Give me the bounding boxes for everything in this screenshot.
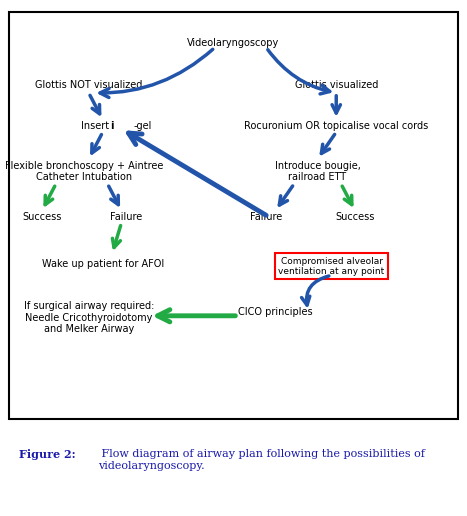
Text: Wake up patient for AFOI: Wake up patient for AFOI (42, 259, 164, 269)
Text: Success: Success (335, 212, 375, 222)
Text: Glottis visualized: Glottis visualized (295, 79, 378, 90)
Text: Introduce bougie,
railroad ETT: Introduce bougie, railroad ETT (275, 160, 361, 182)
Text: If surgical airway required:
Needle Cricothyroidotomy
and Melker Airway: If surgical airway required: Needle Cric… (23, 301, 154, 334)
Text: Failure: Failure (110, 212, 142, 222)
Text: CICO principles: CICO principles (238, 307, 313, 317)
Text: Flexible bronchoscopy + Aintree
Catheter Intubation: Flexible bronchoscopy + Aintree Catheter… (5, 160, 163, 182)
Text: Insert: Insert (81, 121, 112, 131)
Text: Failure: Failure (250, 212, 283, 222)
FancyBboxPatch shape (9, 12, 458, 419)
Text: Success: Success (22, 212, 62, 222)
Text: Compromised alveolar
ventilation at any point: Compromised alveolar ventilation at any … (278, 256, 385, 276)
Text: Flow diagram of airway plan following the possibilities of
videolaryngoscopy.: Flow diagram of airway plan following th… (98, 449, 425, 471)
Text: Figure 2:: Figure 2: (19, 449, 75, 460)
Text: i: i (110, 121, 114, 131)
Text: Rocuronium OR topicalise vocal cords: Rocuronium OR topicalise vocal cords (244, 121, 428, 131)
Text: Videolaryngoscopy: Videolaryngoscopy (187, 38, 280, 49)
Text: -gel: -gel (133, 121, 151, 131)
Text: Glottis NOT visualized: Glottis NOT visualized (35, 79, 142, 90)
